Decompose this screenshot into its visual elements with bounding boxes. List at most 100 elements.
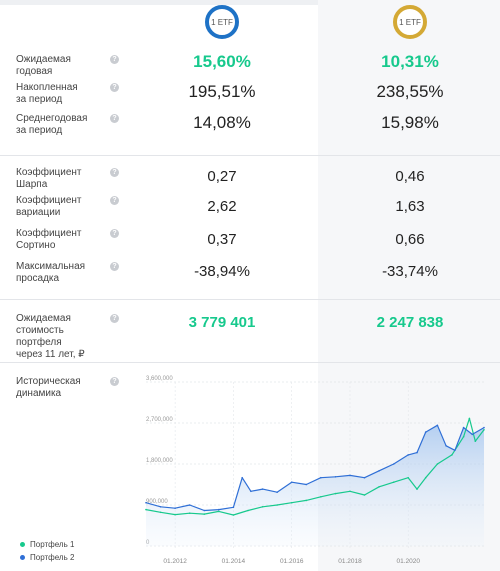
- data-point-portfolio-2: [416, 451, 418, 454]
- legend-dot: [20, 555, 25, 560]
- help-icon[interactable]: ?: [110, 377, 119, 386]
- portfolio-2-value: 238,55%: [376, 82, 444, 101]
- legend-label: Портфель 1: [30, 540, 75, 549]
- legend-dot: [20, 542, 25, 547]
- data-point-portfolio-1: [378, 486, 380, 488]
- history-label: Историческая динамика: [16, 376, 81, 399]
- legend-label: Портфель 2: [30, 553, 75, 562]
- data-point-portfolio-2: [203, 509, 206, 512]
- help-icon[interactable]: ?: [110, 83, 119, 92]
- data-point-portfolio-2: [250, 490, 252, 493]
- data-point-portfolio-1: [416, 488, 418, 490]
- portfolio-2-value: 1,63: [395, 198, 425, 215]
- data-point-portfolio-2: [320, 476, 322, 479]
- x-tick-label: 01.2016: [280, 558, 304, 565]
- portfolio-2-value: -33,74%: [382, 263, 438, 280]
- x-tick-label: 01.2014: [222, 558, 246, 565]
- data-point-portfolio-1: [276, 504, 278, 506]
- data-point-portfolio-2: [407, 454, 410, 456]
- data-point-portfolio-1: [218, 510, 220, 513]
- data-point-portfolio-2: [174, 507, 176, 509]
- help-icon[interactable]: ?: [110, 168, 119, 177]
- data-point-portfolio-2: [159, 506, 162, 508]
- portfolio-1-value: 3 779 401: [188, 314, 256, 331]
- portfolio-1-value: 2,62: [207, 198, 237, 215]
- portfolio-1-value: 0,37: [207, 231, 237, 248]
- portfolio-2-value: 2 247 838: [376, 314, 444, 331]
- y-tick-label: 900,000: [146, 499, 168, 505]
- metric-label: Коэффициент вариации: [16, 195, 82, 218]
- data-point-portfolio-2: [445, 445, 447, 447]
- data-point-portfolio-1: [247, 509, 249, 512]
- data-point-portfolio-2: [454, 449, 456, 452]
- section-divider: [0, 362, 500, 363]
- section-divider: [0, 299, 500, 300]
- help-icon[interactable]: ?: [110, 196, 119, 205]
- data-point-portfolio-2: [392, 463, 395, 465]
- legend-item-portfolio-2[interactable]: Портфель 2: [20, 553, 74, 562]
- series-area-fill: [146, 425, 484, 546]
- data-point-portfolio-2: [436, 424, 439, 427]
- metric-label: Максимальная просадка: [16, 261, 86, 284]
- data-point-portfolio-1: [305, 499, 308, 502]
- data-point-portfolio-2: [471, 433, 474, 436]
- portfolio-2-badge[interactable]: 1 ETF: [393, 5, 427, 39]
- data-point-portfolio-2: [334, 476, 337, 478]
- data-point-portfolio-2: [349, 474, 351, 477]
- metric-label: Коэффициент Шарпа: [16, 167, 82, 190]
- portfolio-2-value: 0,46: [395, 168, 425, 185]
- help-icon[interactable]: ?: [110, 229, 119, 238]
- y-tick-label: 3,600,000: [146, 376, 173, 382]
- data-point-portfolio-1: [424, 476, 427, 479]
- portfolio-1-value: 195,51%: [188, 82, 256, 101]
- portfolio-1-value: 15,60%: [193, 52, 251, 71]
- data-point-portfolio-1: [483, 429, 485, 431]
- data-point-portfolio-1: [334, 492, 337, 495]
- help-icon[interactable]: ?: [110, 314, 119, 323]
- data-point-portfolio-1: [407, 476, 410, 479]
- data-point-portfolio-1: [145, 508, 147, 511]
- metric-label: Коэффициент Сортино: [16, 228, 82, 251]
- metric-label: Среднегодовая за период: [16, 113, 88, 136]
- data-point-portfolio-1: [261, 506, 264, 508]
- data-point-portfolio-1: [320, 496, 322, 498]
- data-point-portfolio-2: [276, 491, 278, 493]
- portfolio-2-value: 15,98%: [381, 113, 439, 132]
- data-point-portfolio-2: [378, 470, 380, 472]
- data-point-portfolio-1: [451, 454, 453, 456]
- data-point-portfolio-1: [290, 501, 293, 504]
- legend-item-portfolio-1[interactable]: Портфель 1: [20, 540, 74, 549]
- x-tick-label: 01.2018: [338, 558, 362, 565]
- section-divider: [0, 155, 500, 156]
- data-point-portfolio-1: [392, 481, 395, 483]
- data-point-portfolio-2: [424, 431, 427, 433]
- data-point-portfolio-2: [232, 506, 235, 509]
- portfolio-1-badge[interactable]: 1 ETF: [205, 5, 239, 39]
- help-icon[interactable]: ?: [110, 114, 119, 123]
- help-icon[interactable]: ?: [110, 262, 119, 271]
- data-point-portfolio-1: [436, 463, 439, 465]
- data-point-portfolio-2: [218, 508, 220, 511]
- data-point-portfolio-2: [241, 476, 243, 479]
- series-line-portfolio-2: [145, 424, 485, 512]
- data-point-portfolio-1: [174, 513, 176, 516]
- data-point-portfolio-1: [232, 514, 235, 516]
- top-divider: [0, 0, 500, 5]
- data-point-portfolio-1: [363, 494, 366, 496]
- portfolio-1-value: -38,94%: [194, 263, 250, 280]
- y-tick-label: 1,800,000: [146, 458, 173, 464]
- data-point-portfolio-2: [305, 483, 308, 486]
- data-point-portfolio-1: [462, 435, 465, 438]
- metric-label: Ожидаемая годовая: [16, 54, 71, 77]
- x-tick-label: 01.2012: [163, 558, 187, 565]
- data-point-portfolio-1: [349, 490, 351, 493]
- data-point-portfolio-2: [363, 476, 366, 479]
- data-point-portfolio-1: [188, 512, 191, 514]
- data-point-portfolio-1: [159, 511, 162, 514]
- metric-label: Ожидаемая стоимость портфеля через 11 лет,…: [16, 313, 85, 360]
- metric-label: Накопленная за период: [16, 82, 78, 105]
- data-point-portfolio-2: [261, 488, 264, 490]
- data-point-portfolio-1: [474, 440, 477, 442]
- help-icon[interactable]: ?: [110, 55, 119, 64]
- y-tick-label: 2,700,000: [146, 417, 173, 423]
